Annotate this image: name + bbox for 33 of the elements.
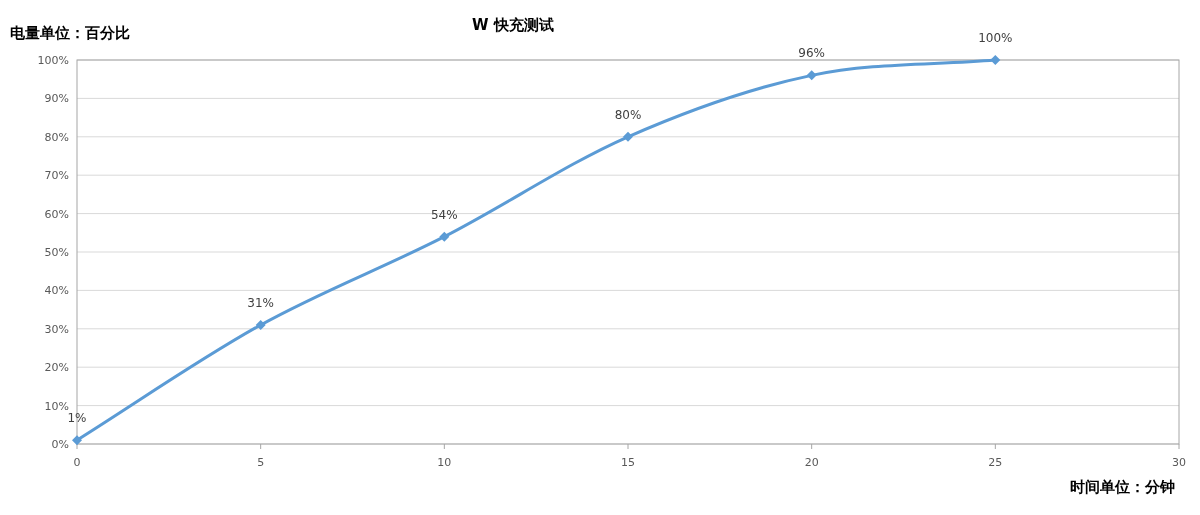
- data-label: 31%: [247, 295, 274, 310]
- data-label: 54%: [431, 207, 458, 222]
- point: [72, 435, 82, 446]
- x-tick-label: 25: [988, 456, 1003, 469]
- y-tick-label: 70%: [44, 169, 69, 183]
- y-tick-label: 30%: [44, 322, 69, 336]
- data-label: 1%: [67, 411, 87, 426]
- chart-title: W 快充测试: [472, 16, 554, 34]
- point: [806, 70, 817, 81]
- y-tick-label: 10%: [44, 399, 69, 413]
- y-tick-label: 20%: [44, 361, 69, 375]
- point: [255, 319, 266, 330]
- data-label: 100%: [978, 31, 1013, 45]
- y-tick-label: 40%: [44, 284, 69, 298]
- x-tick-label: 15: [621, 456, 635, 469]
- y-tick-label: 0%: [51, 438, 69, 451]
- point: [990, 55, 1001, 65]
- x-tick-label: 30: [1172, 456, 1186, 469]
- data-label: 96%: [798, 46, 825, 61]
- y-axis-title: 电量单位：百分比: [10, 24, 130, 42]
- y-tick-label: 60%: [44, 207, 69, 221]
- y-tick-label: 50%: [44, 246, 69, 259]
- x-tick-label: 0: [73, 456, 81, 469]
- y-tick-label: 90%: [44, 92, 69, 106]
- x-tick-label: 5: [257, 456, 265, 469]
- y-tick-label: 80%: [44, 130, 69, 144]
- x-tick-label: 20: [804, 456, 819, 469]
- y-tick-label: 100%: [37, 54, 69, 67]
- point: [439, 231, 450, 242]
- x-axis-title: 时间单位：分钟: [1070, 478, 1175, 496]
- data-label: 80%: [614, 107, 642, 122]
- x-tick-label: 10: [437, 456, 452, 469]
- point: [623, 131, 633, 142]
